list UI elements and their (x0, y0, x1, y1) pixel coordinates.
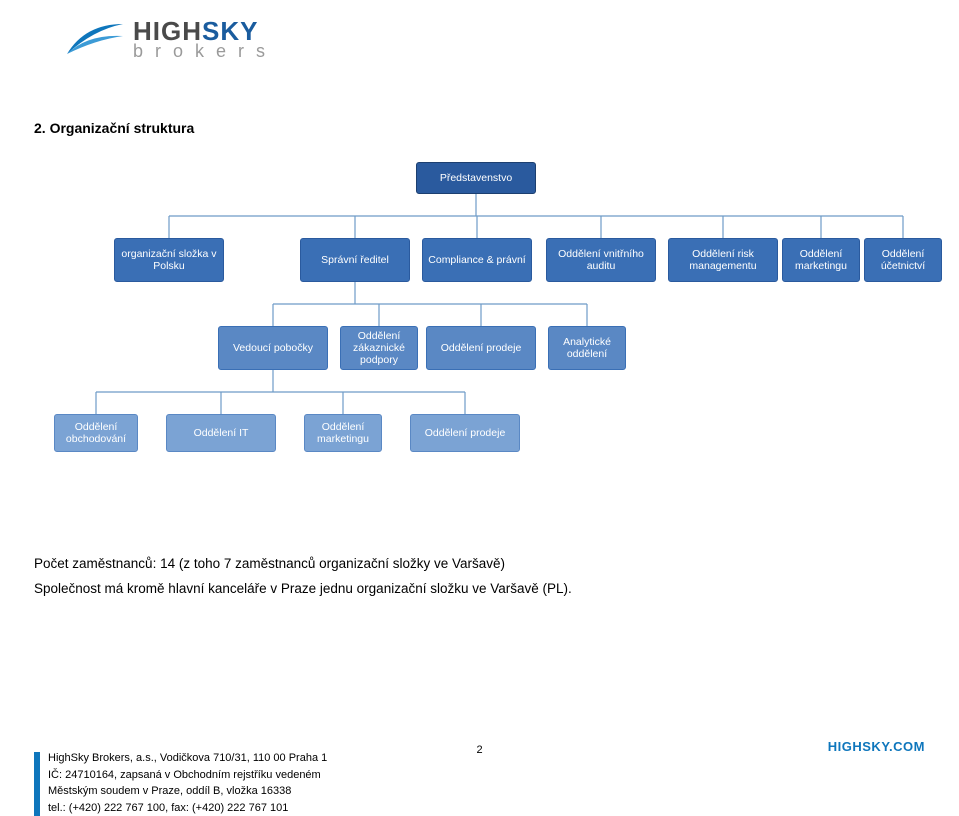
section-heading: 2. Organizační struktura (34, 120, 194, 136)
branch-info-text: Společnost má kromě hlavní kanceláře v P… (34, 581, 572, 596)
org-node: Oddělení IT (166, 414, 276, 452)
footer-line-2: IČ: 24710164, zapsaná v Obchodním rejstř… (48, 767, 327, 784)
logo: HIGHSKY brokers (65, 18, 277, 60)
org-node: Oddělení zákaznické podpory (340, 326, 418, 370)
footer-line-3: Městským soudem v Praze, oddíl B, vložka… (48, 783, 327, 800)
employee-count-text: Počet zaměstnanců: 14 (z toho 7 zaměstna… (34, 556, 505, 571)
org-node: Oddělení marketingu (782, 238, 860, 282)
org-node: Oddělení marketingu (304, 414, 382, 452)
footer-line-4: tel.: (+420) 222 767 100, fax: (+420) 22… (48, 800, 327, 816)
org-node: Compliance & právní (422, 238, 532, 282)
org-node: Vedoucí pobočky (218, 326, 328, 370)
org-node: Oddělení účetnictví (864, 238, 942, 282)
footer-address: HighSky Brokers, a.s., Vodičkova 710/31,… (48, 750, 327, 816)
org-node: Správní ředitel (300, 238, 410, 282)
org-node: Oddělení prodeje (410, 414, 520, 452)
page-number: 2 (476, 744, 482, 756)
org-node: Oddělení vnitřního auditu (546, 238, 656, 282)
logo-swoosh-icon (65, 20, 125, 58)
org-node: Představenstvo (416, 162, 536, 194)
logo-subtitle: brokers (133, 42, 277, 60)
org-node: Oddělení prodeje (426, 326, 536, 370)
org-chart: Představenstvo organizační složka v Polsk… (0, 158, 959, 488)
footer-accent-bar (34, 752, 40, 816)
org-node: Oddělení obchodování (54, 414, 138, 452)
org-node: Analytické oddělení (548, 326, 626, 370)
org-node: organizační složka v Polsku (114, 238, 224, 282)
org-node: Oddělení risk managementu (668, 238, 778, 282)
footer-url: HIGHSKY.COM (828, 739, 925, 754)
logo-text: HIGHSKY brokers (133, 18, 277, 60)
footer-line-1: HighSky Brokers, a.s., Vodičkova 710/31,… (48, 750, 327, 767)
